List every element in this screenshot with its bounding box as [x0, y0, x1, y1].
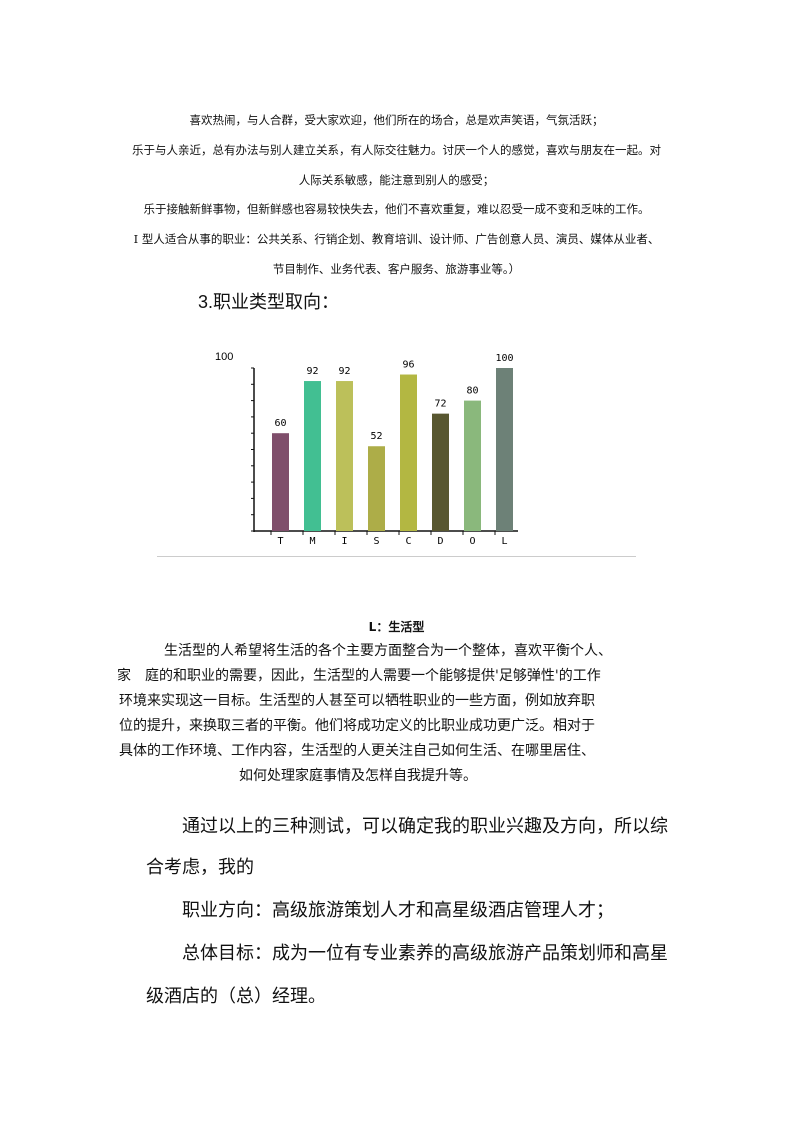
category-label: I — [341, 536, 347, 547]
l-type-line: 如何处理家庭事情及怎样自我提升等。 — [239, 768, 477, 784]
bar-S — [368, 446, 385, 531]
l-type-line: 家 庭的和职业的需要，因此，生活型的人需要一个能够提供'足够弹性'的工作 — [117, 668, 601, 684]
intro-line: 节目制作、业务代表、客户服务、旅游事业等。） — [272, 262, 521, 276]
conclusion-line: 总体目标：成为一位有专业素养的高级旅游产品策划师和高星 — [182, 943, 668, 964]
conclusion-line: 级酒店的（总）经理。 — [146, 986, 326, 1007]
l-type-line: 环境来实现这一目标。生活型的人甚至可以牺牲职业的一些方面，例如放弃职 — [119, 693, 595, 709]
bar-value-label: 100 — [495, 353, 513, 364]
bar-value-label: 92 — [306, 366, 318, 377]
bar-L — [496, 368, 513, 531]
bar-chart: 100 60 T 92 M 92 I 52 S 96 C 72 D 80 O 100 L — [215, 351, 518, 547]
category-label: T — [277, 536, 283, 547]
bar-value-label: 60 — [274, 418, 286, 429]
y-tick-label: 100 — [215, 351, 233, 363]
conclusion-line: 职业方向：高级旅游策划人才和高星级酒店管理人才； — [182, 900, 614, 921]
bar-M — [304, 381, 321, 531]
l-type-title: L：生活型 — [368, 620, 425, 634]
conclusion-line: 通过以上的三种测试，可以确定我的职业兴趣及方向，所以综 — [182, 816, 668, 837]
divider — [157, 556, 636, 557]
intro-line: I 型人适合从事的职业：公共关系、行销企划、教育培训、设计师、广告创意人员、演员… — [133, 232, 660, 246]
category-label: D — [437, 536, 443, 547]
category-label: M — [309, 536, 315, 547]
l-type-line: 生活型的人希望将生活的各个主要方面整合为一个整体，喜欢平衡个人、 — [164, 643, 612, 659]
category-label: O — [469, 536, 475, 547]
bar-I — [336, 381, 353, 531]
intro-line: 人际关系敏感，能注意到别人的感受； — [298, 173, 495, 187]
intro-line: 乐于与人亲近，总有办法与别人建立关系，有人际交往魅力。讨厌一个人的感觉，喜欢与朋… — [132, 143, 661, 157]
bar-value-label: 72 — [434, 399, 446, 410]
category-label: C — [405, 536, 411, 547]
bar-D — [432, 413, 449, 531]
l-type-line: 位的提升，来换取三者的平衡。他们将成功定义的比职业成功更广泛。相对于 — [119, 718, 595, 734]
section-heading: 3.职业类型取向： — [198, 292, 340, 312]
bar-C — [400, 374, 417, 531]
bar-value-label: 92 — [338, 366, 350, 377]
bar-value-label: 52 — [370, 431, 382, 442]
conclusion-line: 合考虑，我的 — [146, 857, 254, 878]
category-label: L — [501, 536, 507, 547]
bar-value-label: 96 — [402, 360, 414, 371]
intro-line: 乐于接触新鲜事物，但新鲜感也容易较快失去，他们不喜欢重复，难以忍受一成不变和乏味… — [143, 202, 650, 216]
l-type-line: 具体的工作环境、工作内容，生活型的人更关注自己如何生活、在哪里居住、 — [119, 743, 595, 759]
bar-value-label: 80 — [466, 386, 478, 397]
intro-line: 喜欢热闹，与人合群，受大家欢迎，他们所在的场合，总是欢声笑语，气氛活跃； — [189, 113, 604, 127]
bar-O — [464, 400, 481, 531]
bar-T — [272, 433, 289, 531]
category-label: S — [373, 536, 379, 547]
